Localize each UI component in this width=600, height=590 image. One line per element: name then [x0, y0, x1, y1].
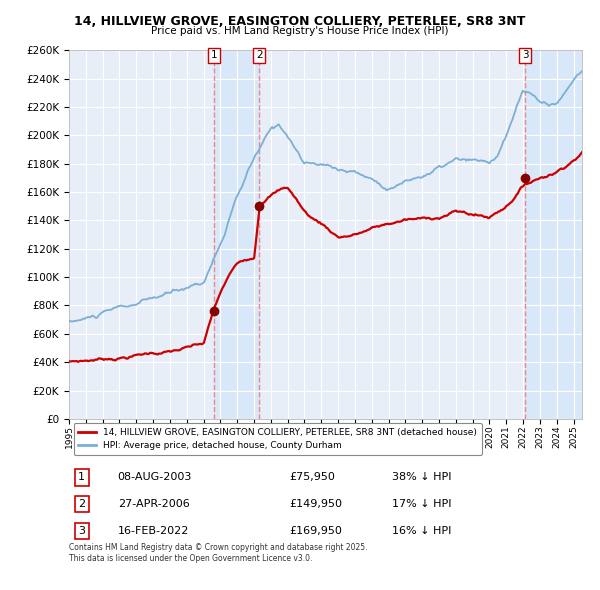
Text: 17% ↓ HPI: 17% ↓ HPI: [392, 499, 452, 509]
Text: 08-AUG-2003: 08-AUG-2003: [118, 473, 192, 482]
Text: 3: 3: [79, 526, 85, 536]
Text: 38% ↓ HPI: 38% ↓ HPI: [392, 473, 452, 482]
Text: 16-FEB-2022: 16-FEB-2022: [118, 526, 189, 536]
Legend: 14, HILLVIEW GROVE, EASINGTON COLLIERY, PETERLEE, SR8 3NT (detached house), HPI:: 14, HILLVIEW GROVE, EASINGTON COLLIERY, …: [74, 424, 482, 455]
Text: 16% ↓ HPI: 16% ↓ HPI: [392, 526, 452, 536]
Text: 2: 2: [78, 499, 85, 509]
Text: £75,950: £75,950: [290, 473, 335, 482]
Text: £149,950: £149,950: [290, 499, 343, 509]
Text: 14, HILLVIEW GROVE, EASINGTON COLLIERY, PETERLEE, SR8 3NT: 14, HILLVIEW GROVE, EASINGTON COLLIERY, …: [74, 15, 526, 28]
Text: 1: 1: [211, 50, 217, 60]
Text: 1: 1: [79, 473, 85, 482]
Bar: [214, 50, 259, 419]
Text: £169,950: £169,950: [290, 526, 343, 536]
Bar: [525, 50, 582, 419]
Text: Price paid vs. HM Land Registry's House Price Index (HPI): Price paid vs. HM Land Registry's House …: [151, 26, 449, 36]
Text: Contains HM Land Registry data © Crown copyright and database right 2025.
This d: Contains HM Land Registry data © Crown c…: [69, 543, 367, 563]
Text: 3: 3: [522, 50, 529, 60]
Text: 2: 2: [256, 50, 263, 60]
Text: 27-APR-2006: 27-APR-2006: [118, 499, 190, 509]
